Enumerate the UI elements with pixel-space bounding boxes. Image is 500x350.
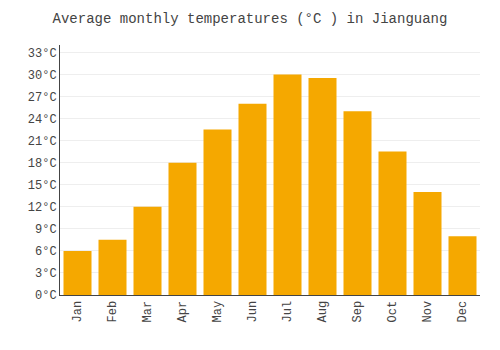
- svg-text:9°C: 9°C: [35, 223, 57, 237]
- svg-text:15°C: 15°C: [28, 179, 57, 193]
- svg-text:Aug: Aug: [316, 301, 330, 323]
- svg-text:Sep: Sep: [351, 301, 365, 323]
- svg-text:3°C: 3°C: [35, 267, 57, 281]
- svg-text:Nov: Nov: [421, 301, 435, 323]
- svg-text:33°C: 33°C: [28, 47, 57, 61]
- svg-text:6°C: 6°C: [35, 245, 57, 259]
- svg-text:Jul: Jul: [281, 301, 295, 323]
- svg-text:Jun: Jun: [246, 301, 260, 323]
- svg-text:Feb: Feb: [106, 301, 120, 323]
- svg-text:27°C: 27°C: [28, 91, 57, 105]
- svg-text:Apr: Apr: [176, 301, 190, 323]
- svg-text:0°C: 0°C: [35, 289, 57, 303]
- svg-text:May: May: [211, 301, 225, 323]
- svg-text:18°C: 18°C: [28, 157, 57, 171]
- svg-text:Mar: Mar: [141, 301, 155, 323]
- svg-text:Jan: Jan: [71, 301, 85, 323]
- svg-text:21°C: 21°C: [28, 135, 57, 149]
- svg-text:12°C: 12°C: [28, 201, 57, 215]
- svg-text:Oct: Oct: [386, 301, 400, 323]
- svg-text:24°C: 24°C: [28, 113, 57, 127]
- svg-text:Dec: Dec: [456, 301, 470, 323]
- svg-text:Average monthly temperatures (: Average monthly temperatures (°C ) in Ji…: [53, 11, 448, 27]
- svg-text:30°C: 30°C: [28, 69, 57, 83]
